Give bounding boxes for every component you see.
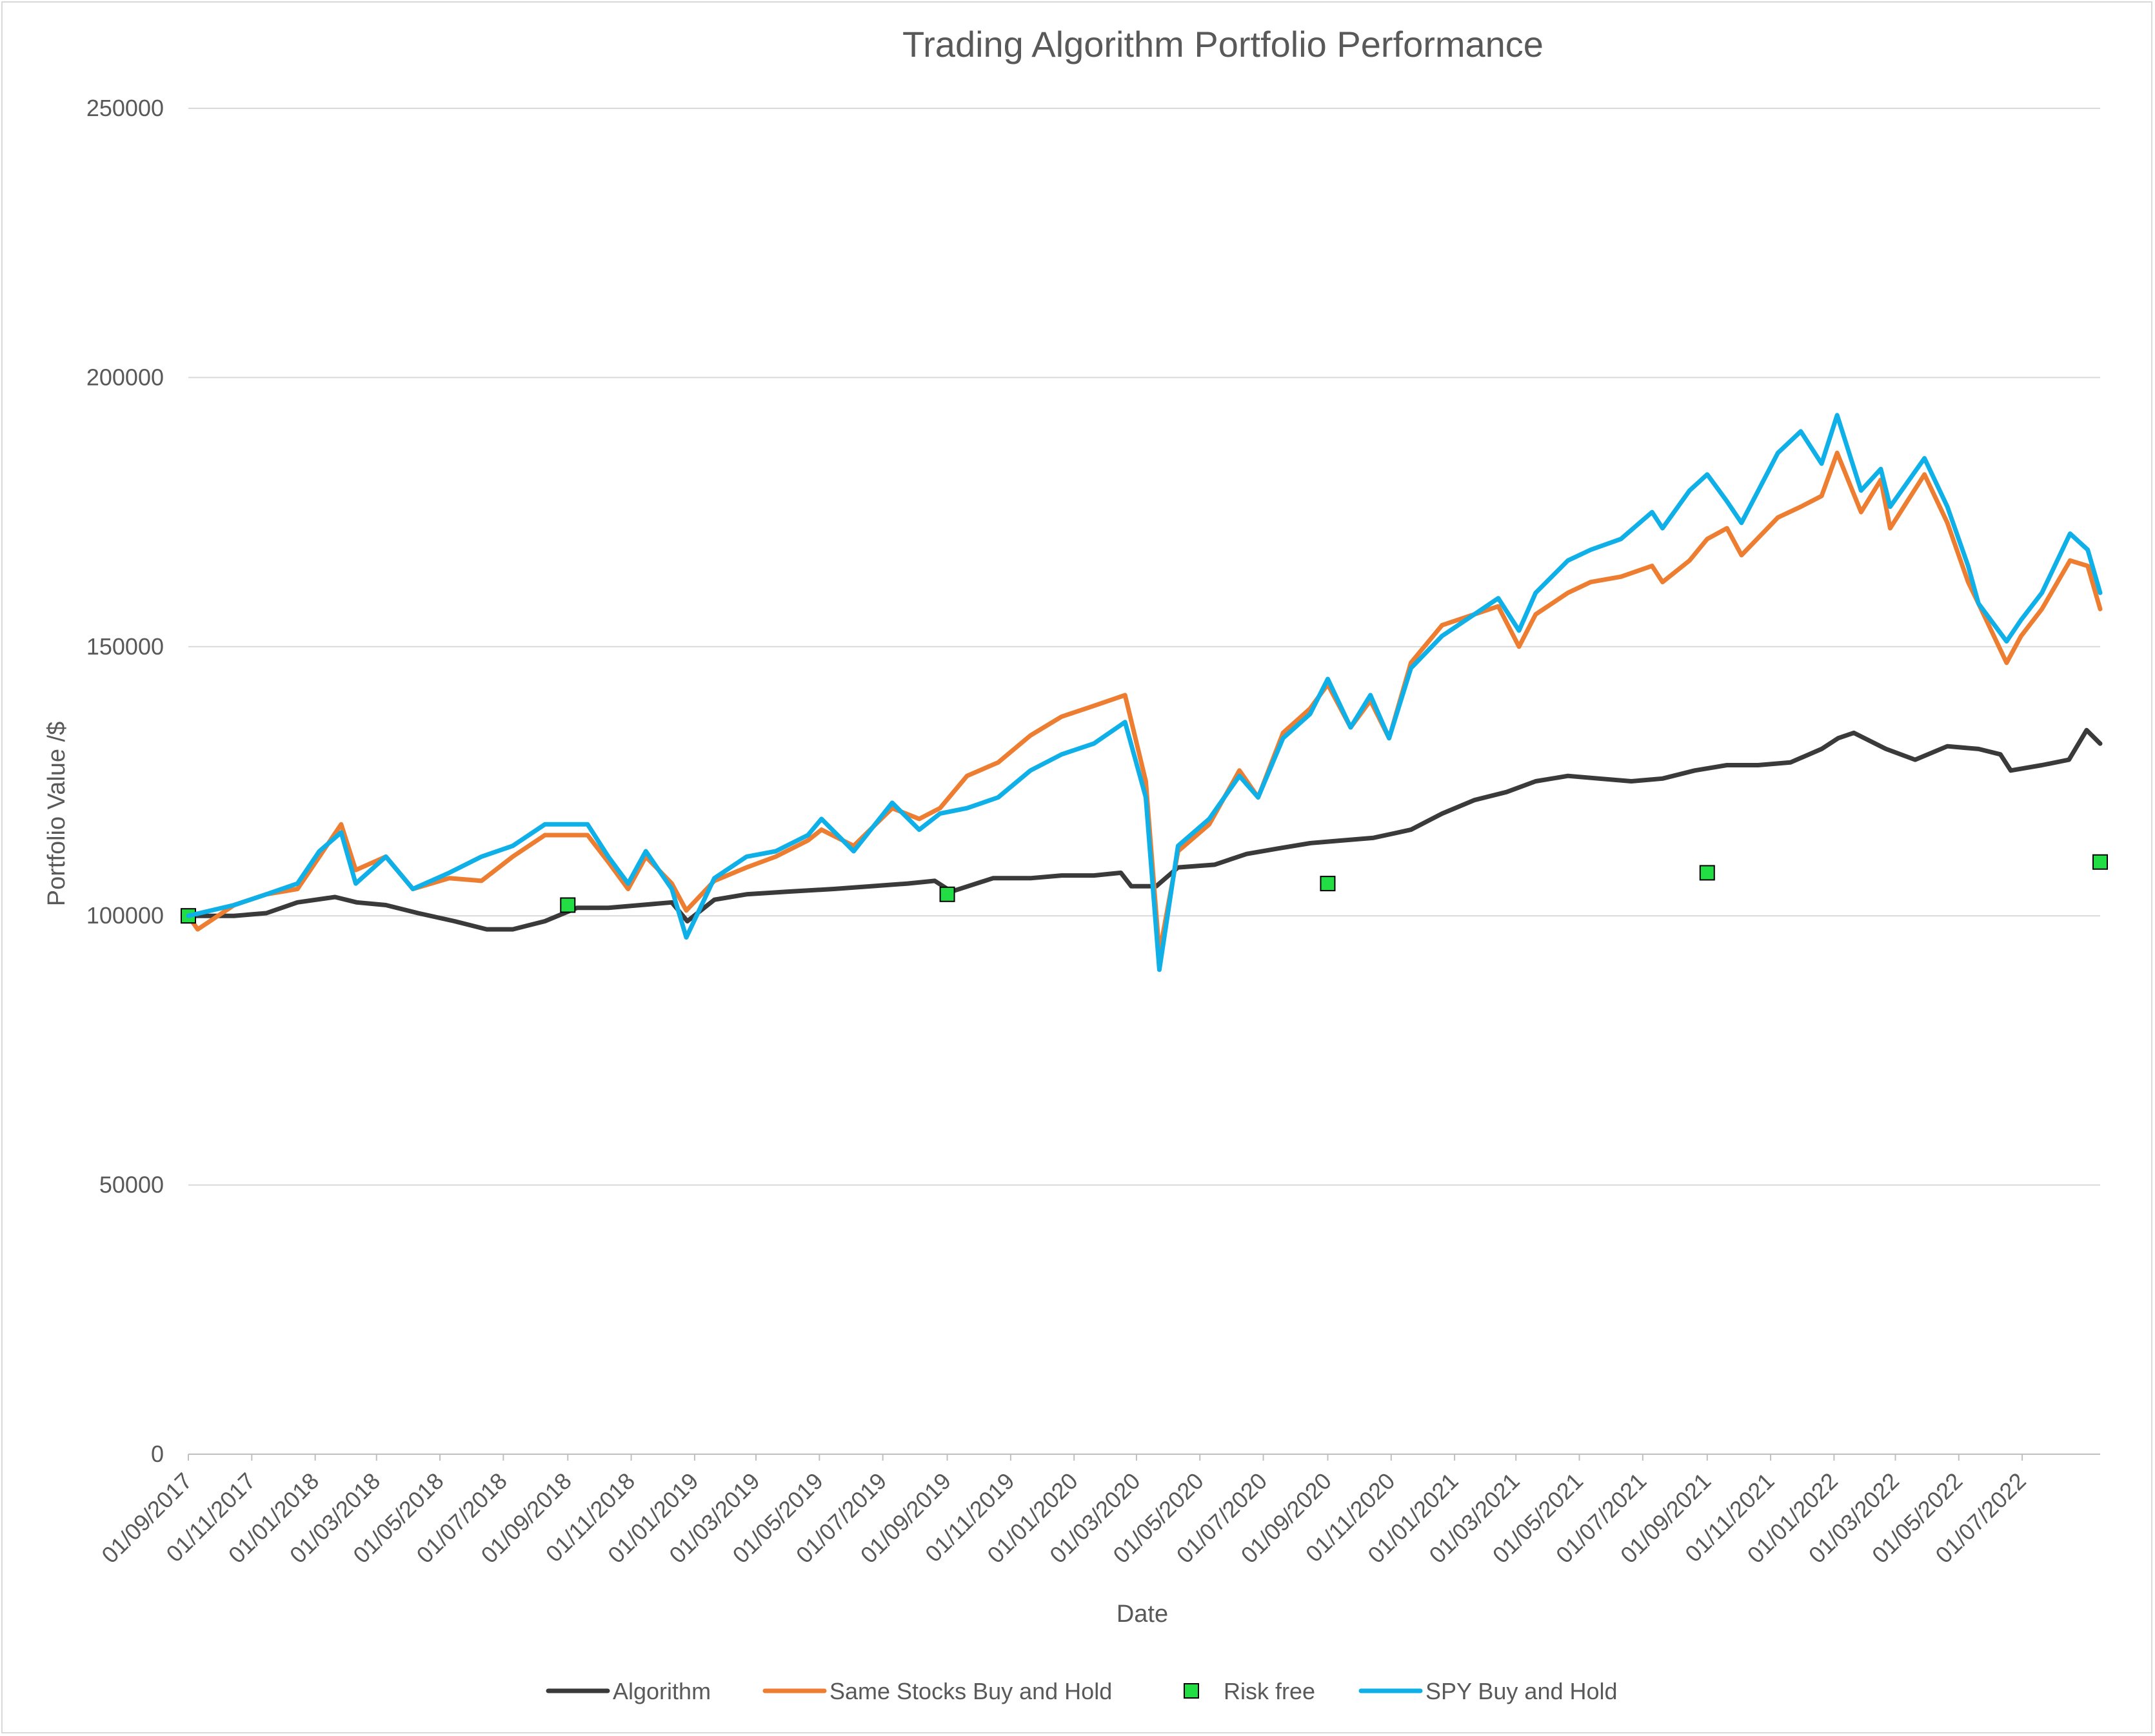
- legend-label: Same Stocks Buy and Hold: [829, 1678, 1112, 1704]
- risk-free-marker: [560, 897, 576, 913]
- series-line-1: [186, 450, 2103, 956]
- chart-title: Trading Algorithm Portfolio Performance: [902, 24, 1544, 64]
- risk-free-marker: [1699, 865, 1715, 881]
- y-tick-label: 150000: [86, 633, 164, 660]
- y-tick-label: 50000: [99, 1172, 164, 1198]
- series-line-0: [186, 727, 2103, 932]
- legend-label: Algorithm: [613, 1678, 711, 1704]
- y-axis-ticks: 0 50000 100000 150000 200000 250000: [86, 95, 164, 1467]
- plot-area: [181, 413, 2108, 972]
- risk-free-marker: [939, 886, 955, 902]
- y-tick-label: 0: [151, 1441, 164, 1467]
- x-axis-ticks: 01/09/201701/11/201701/01/201801/03/2018…: [96, 1454, 2031, 1568]
- y-axis-title: Portfolio Value /$: [43, 722, 70, 907]
- y-tick-label: 200000: [86, 364, 164, 390]
- gridlines: [188, 108, 2100, 1455]
- risk-free-marker: [1320, 876, 1336, 892]
- y-tick-label: 250000: [86, 95, 164, 121]
- legend-swatch: [1184, 1683, 1199, 1699]
- y-tick-label: 100000: [86, 902, 164, 929]
- risk-free-marker: [2092, 854, 2108, 870]
- legend: Algorithm Same Stocks Buy and Hold Risk fr…: [546, 1678, 1618, 1704]
- x-axis-title: Date: [1117, 1601, 1168, 1628]
- legend-label: Risk free: [1224, 1678, 1315, 1704]
- legend-label: SPY Buy and Hold: [1425, 1678, 1618, 1704]
- series-line-3: [186, 413, 2103, 972]
